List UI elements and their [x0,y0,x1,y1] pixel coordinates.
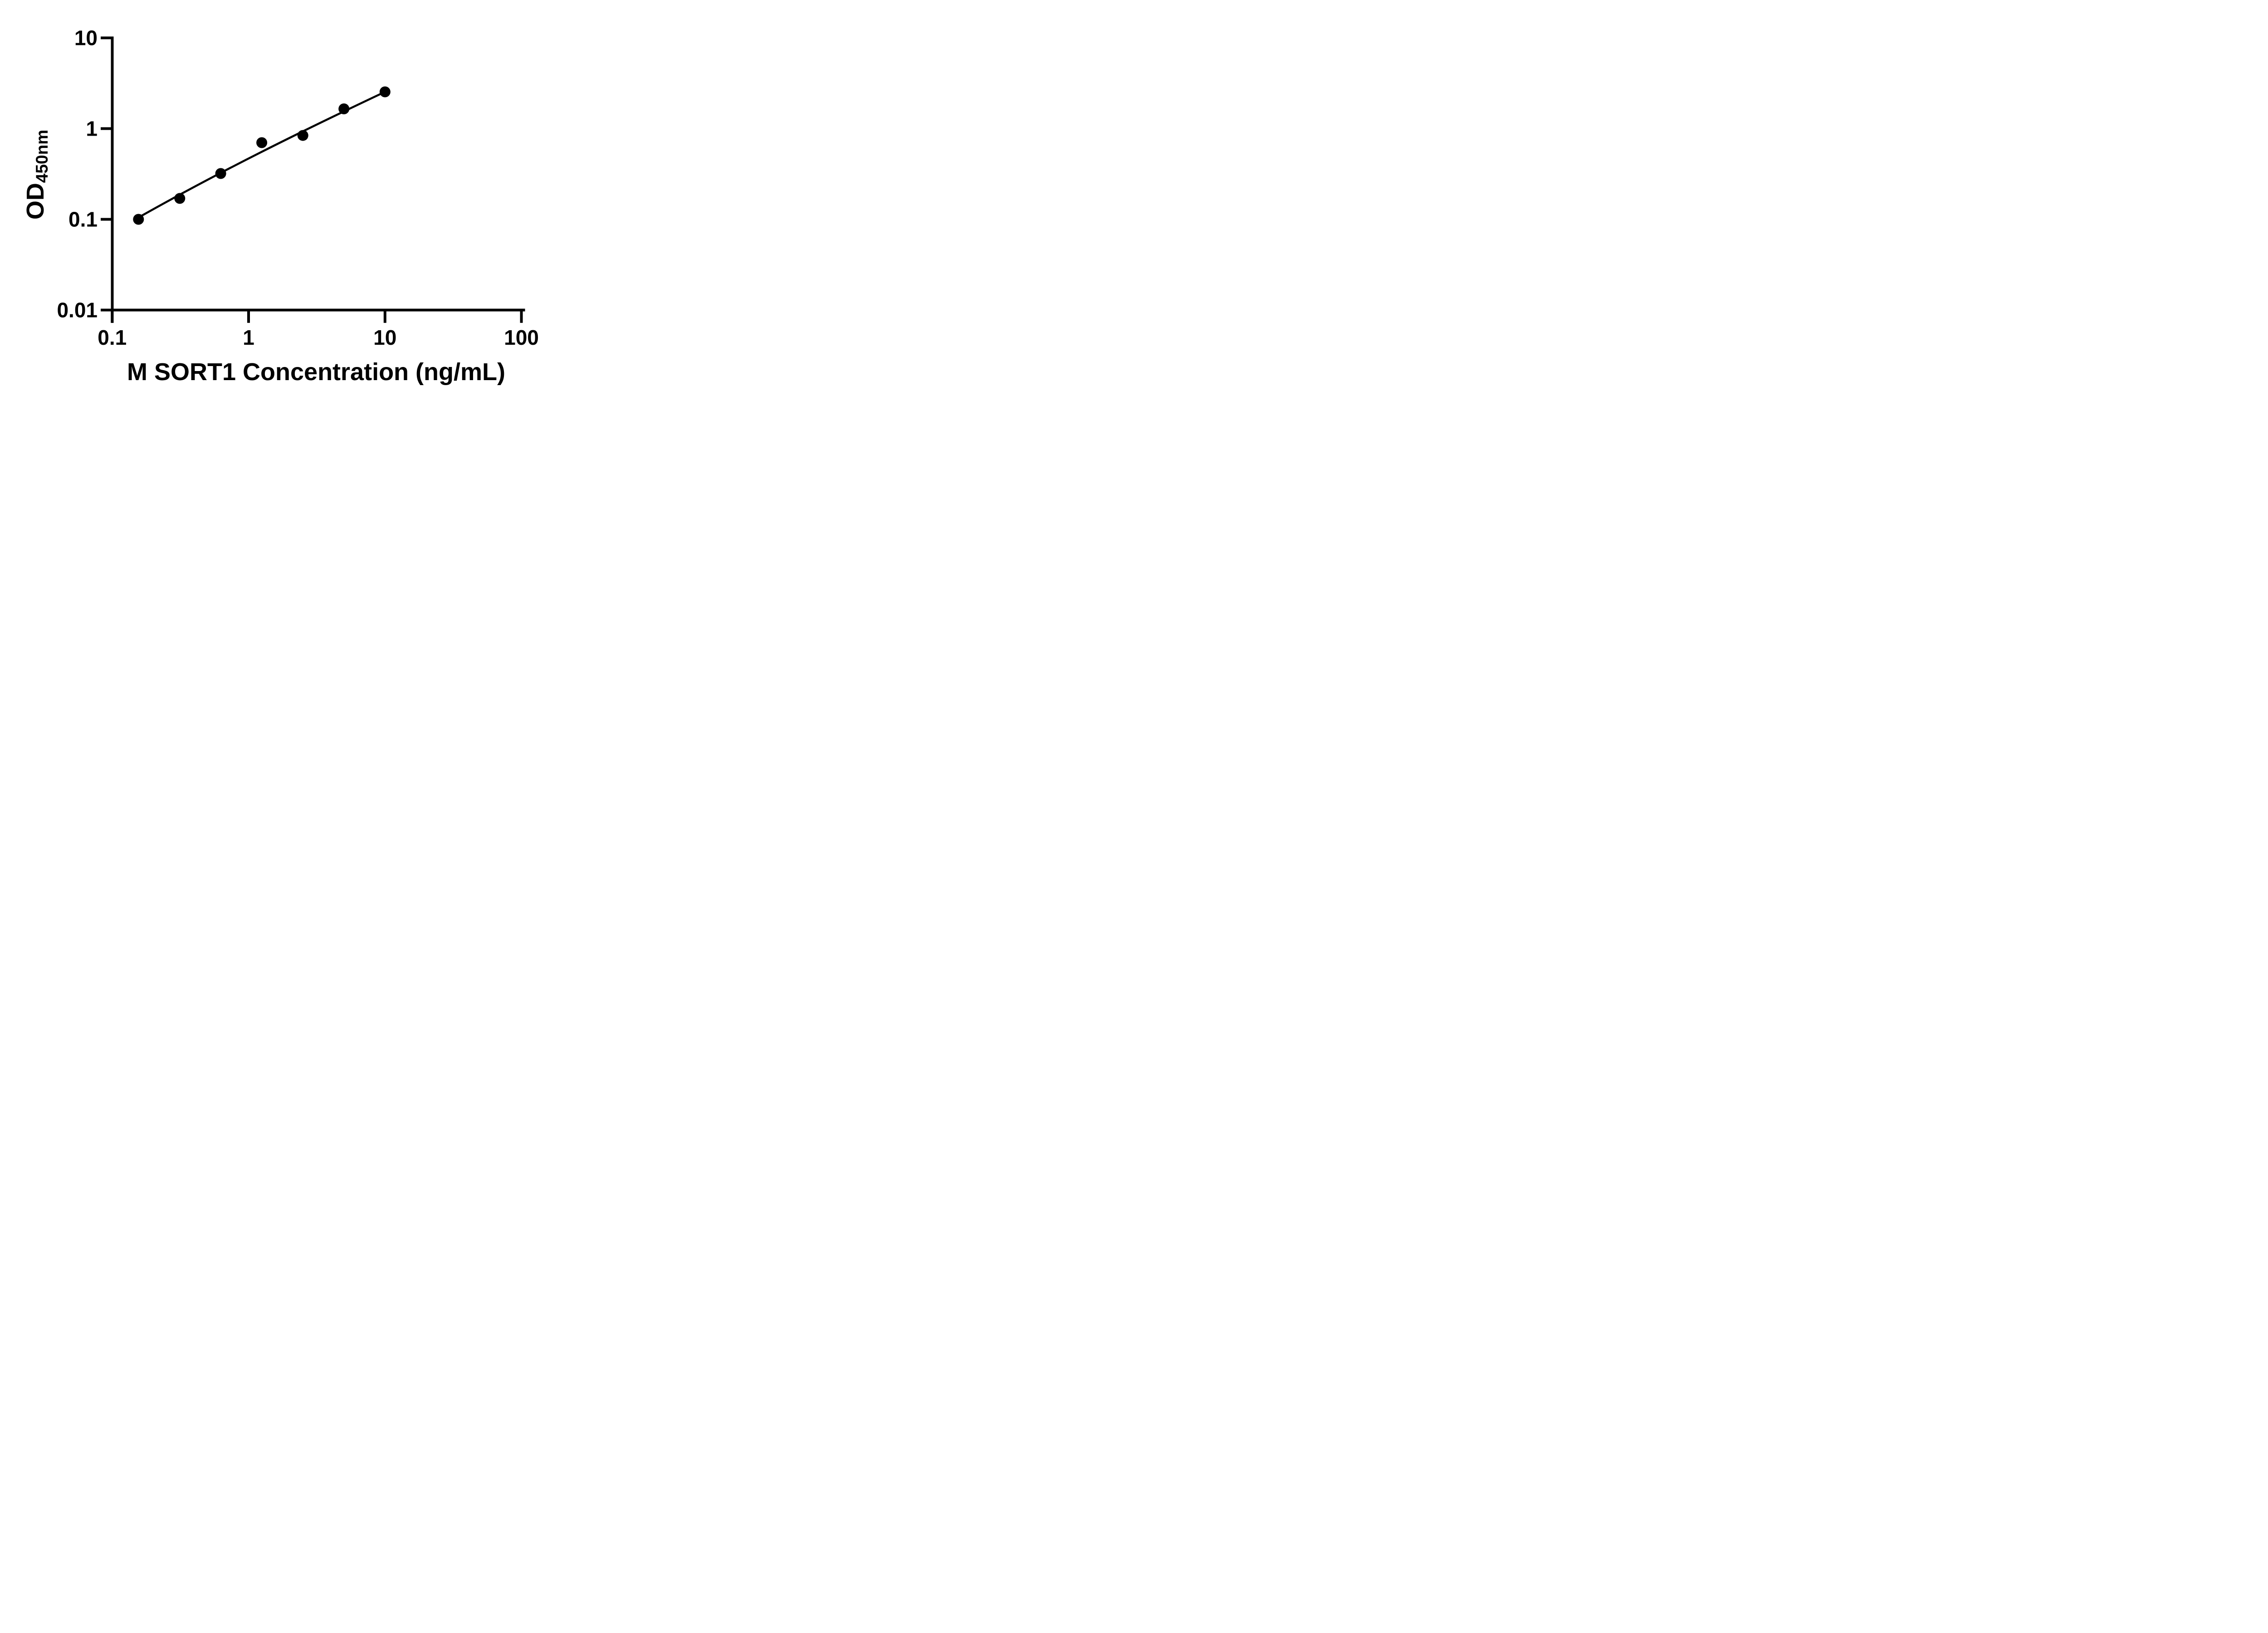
y-tick-label-0.1: 0.1 [68,208,98,231]
y-axis-title-main: OD [22,183,49,220]
x-tick-label-10: 10 [373,326,396,349]
data-point-1 [133,214,144,225]
data-point-6 [338,103,350,114]
x-tick-label-100: 100 [504,326,539,349]
x-axis-title: M SORT1 Concentration (ng/mL) [127,358,505,386]
x-tick-label-1: 1 [243,326,254,349]
standard-curve-chart: M SORT1 Concentration (ng/mL) OD450nm 10… [22,26,539,386]
y-axis-title-subscript: 450nm [33,130,51,183]
data-point-2 [174,193,186,204]
data-point-4 [256,137,268,148]
y-tick-label-0.01: 0.01 [57,298,98,322]
y-tick-label-1: 1 [86,117,98,141]
data-point-7 [379,86,391,98]
data-point-3 [215,168,226,179]
y-tick-label-10: 10 [74,26,98,50]
fit-curve-line [138,91,386,219]
y-axis-title: OD450nm [22,130,51,220]
data-point-5 [297,130,308,141]
figure-canvas: M SORT1 Concentration (ng/mL) OD450nm 10… [0,0,583,408]
x-tick-label-0.1: 0.1 [98,326,127,349]
